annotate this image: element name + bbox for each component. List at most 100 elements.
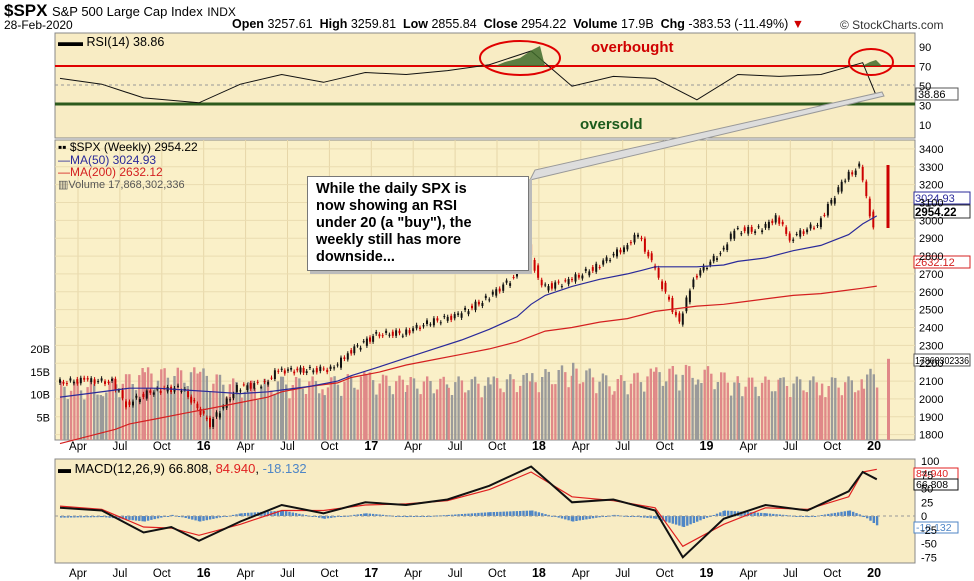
price-candle bbox=[637, 234, 639, 237]
price-candle bbox=[365, 338, 368, 346]
volume-bar bbox=[276, 381, 280, 440]
price-candle bbox=[661, 281, 664, 290]
macd-histogram-bar bbox=[301, 514, 304, 516]
price-candle bbox=[865, 181, 868, 197]
volume-bar bbox=[150, 373, 153, 440]
price-candle bbox=[602, 260, 605, 265]
macd-histogram-bar bbox=[124, 516, 128, 520]
volume-bar bbox=[760, 382, 764, 440]
price-candle bbox=[643, 238, 646, 252]
volume-bar bbox=[291, 385, 294, 440]
price-candle bbox=[754, 231, 757, 233]
price-candle bbox=[612, 253, 615, 256]
macd-histogram-bar bbox=[862, 516, 866, 517]
volume-bar bbox=[799, 379, 802, 440]
macd-histogram-bar bbox=[668, 516, 671, 523]
price-candle bbox=[232, 394, 235, 399]
price-candle bbox=[209, 417, 211, 428]
volume-bar bbox=[473, 376, 477, 440]
price-candle bbox=[149, 390, 152, 393]
volume-bar bbox=[101, 396, 105, 440]
macd-histogram-bar bbox=[705, 516, 709, 518]
volume-bar bbox=[336, 384, 340, 440]
rsi-legend: ▬▬ RSI(14) 38.86 bbox=[58, 35, 164, 49]
volume-bar bbox=[585, 370, 588, 440]
macd-histogram-bar bbox=[225, 516, 228, 517]
macd-histogram-bar bbox=[273, 511, 276, 516]
volume-bar bbox=[199, 371, 202, 440]
volume-bar bbox=[308, 381, 311, 440]
volume-bar bbox=[356, 389, 359, 440]
ma50-line bbox=[59, 215, 878, 398]
macd-legend-signal: 84.940 bbox=[215, 461, 256, 476]
price-candle bbox=[729, 233, 732, 240]
volume-bar bbox=[726, 382, 729, 440]
price-candle bbox=[419, 327, 421, 329]
volume-bar bbox=[365, 375, 368, 440]
macd-histogram-bar bbox=[83, 516, 86, 518]
volume-bar bbox=[636, 372, 639, 440]
price-candle bbox=[372, 336, 375, 342]
volume-bar bbox=[866, 374, 869, 440]
x-tick-label: Jul bbox=[113, 441, 128, 453]
macd-histogram-bar bbox=[719, 512, 722, 516]
macd-histogram-bar bbox=[281, 510, 285, 516]
low-value: 2855.84 bbox=[431, 17, 477, 31]
macd-histogram-bar bbox=[429, 515, 432, 517]
macd-value: 66.808 bbox=[916, 479, 948, 491]
volume-bar bbox=[528, 381, 532, 440]
volume-bar bbox=[115, 384, 118, 440]
price-candle bbox=[699, 270, 702, 276]
price-candle bbox=[336, 364, 339, 366]
volume-bar bbox=[314, 381, 318, 440]
macd-histogram-bar bbox=[150, 516, 153, 520]
price-candle bbox=[778, 217, 781, 224]
close-label: Close bbox=[483, 17, 518, 31]
macd-histogram-bar bbox=[674, 516, 678, 525]
macd-histogram-bar bbox=[531, 510, 534, 516]
macd-histogram-bar bbox=[304, 515, 308, 517]
macd-histogram-bar bbox=[564, 516, 567, 520]
price-candle bbox=[436, 318, 439, 321]
price-candle bbox=[747, 227, 750, 234]
volume-bar bbox=[401, 379, 404, 440]
macd-histogram-bar bbox=[823, 514, 827, 516]
macd-histogram-bar bbox=[643, 516, 646, 518]
macd-histogram-bar bbox=[855, 513, 858, 516]
volume-bar bbox=[779, 377, 782, 440]
price-candle bbox=[685, 297, 688, 312]
volume-bar bbox=[419, 394, 422, 440]
macd-histogram-bar bbox=[727, 510, 730, 516]
macd-histogram-bar bbox=[760, 512, 763, 516]
x-tick-label: Oct bbox=[823, 441, 842, 453]
volume-bar bbox=[371, 380, 375, 440]
price-candle bbox=[369, 337, 371, 342]
volume-bar bbox=[795, 376, 799, 440]
price-legend: ▪▪ $SPX (Weekly) 2954.22 —MA(50) 3024.93… bbox=[58, 141, 198, 191]
x-tick-label: 17 bbox=[364, 439, 378, 453]
macd-histogram-bar bbox=[359, 514, 363, 516]
volume-bar bbox=[460, 380, 464, 440]
volume-bar bbox=[270, 390, 273, 440]
macd-histogram-bar bbox=[363, 513, 366, 516]
price-candle bbox=[246, 385, 249, 390]
index-name: S&P 500 Large Cap Index bbox=[51, 4, 203, 19]
macd-hist-value-box: -18.132 bbox=[913, 521, 959, 534]
volume-bar bbox=[741, 396, 744, 440]
volume-bar bbox=[601, 373, 605, 440]
volume-bar bbox=[737, 382, 741, 440]
x-tick-label: 19 bbox=[700, 439, 714, 453]
macd-histogram-bar bbox=[588, 516, 591, 519]
volume-bar bbox=[205, 375, 208, 440]
price-candle bbox=[242, 384, 245, 386]
macd-histogram-bar bbox=[191, 516, 194, 520]
macd-histogram-bar bbox=[388, 515, 391, 517]
volume-bar bbox=[143, 372, 146, 440]
volume-bar bbox=[439, 378, 442, 440]
volume-bar bbox=[193, 367, 196, 440]
volume-bar bbox=[691, 377, 694, 440]
macd-histogram-bar bbox=[591, 516, 595, 519]
volume-bar bbox=[509, 374, 512, 440]
volume-bar bbox=[253, 387, 256, 440]
macd-histogram-bar bbox=[712, 515, 715, 516]
